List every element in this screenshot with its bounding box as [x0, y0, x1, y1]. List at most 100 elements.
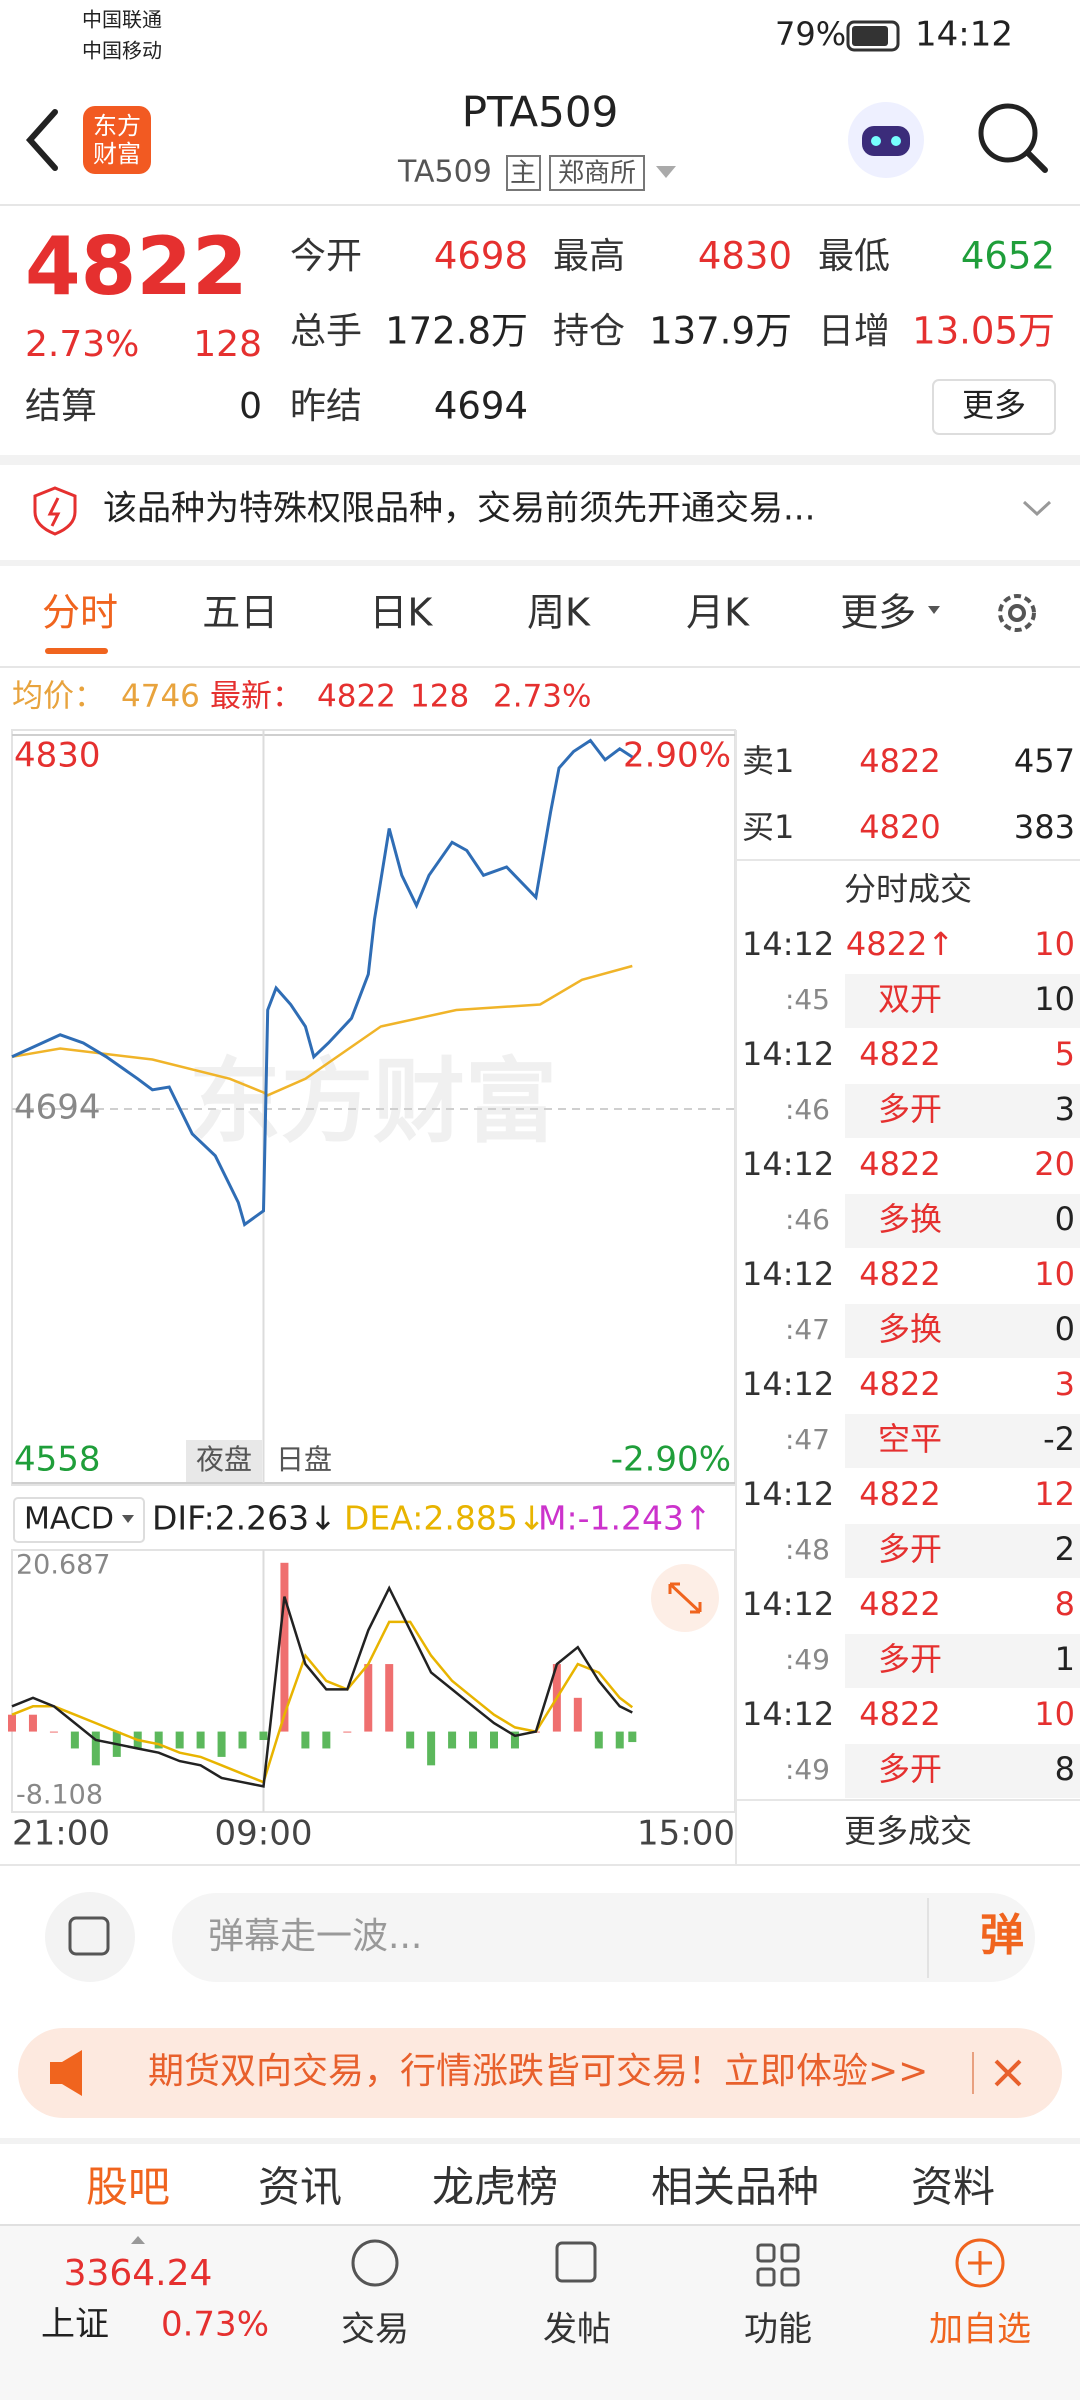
settings-button[interactable]	[998, 594, 1036, 632]
func-icon	[780, 2267, 800, 2287]
macd-bar	[238, 1731, 247, 1749]
func-icon	[780, 2243, 800, 2263]
trade-volume: 5	[1055, 1035, 1075, 1073]
more-button[interactable]	[932, 379, 1056, 435]
banner-text[interactable]: 期货双向交易，行情涨跌皆可交易！立即体验>>	[148, 2051, 928, 2092]
trade-volume: 10	[1034, 1255, 1075, 1293]
dropdown-icon[interactable]	[656, 166, 676, 178]
field-label: 持仓	[553, 311, 625, 352]
macd-frame	[11, 1549, 736, 1813]
field-value: 172.8万	[385, 310, 528, 353]
indicator-select[interactable]	[13, 1497, 145, 1543]
field-value: 4698	[434, 235, 528, 278]
y-tick-label: 4558	[14, 1440, 101, 1480]
trade-second: :46	[785, 1203, 830, 1236]
trade-time: 14:12	[742, 1475, 834, 1513]
bottom-tab[interactable]: 股吧	[86, 2163, 170, 2212]
field-value: 4652	[961, 235, 1055, 278]
fullscreen-icon	[668, 1582, 702, 1614]
bottom-tab[interactable]: 龙虎榜	[432, 2163, 558, 2212]
trade-kind: 双开	[878, 980, 942, 1018]
danmu-button[interactable]: 弹	[980, 1910, 1024, 1961]
macd-bar	[49, 1731, 58, 1733]
close-banner[interactable]	[994, 2059, 1022, 2087]
tab-indicator	[45, 648, 108, 654]
code: TA509	[397, 155, 492, 190]
tab[interactable]: 月K	[686, 591, 750, 635]
book-side: 买1	[742, 808, 794, 846]
macd-bar	[259, 1731, 268, 1741]
macd-bar	[91, 1731, 100, 1766]
logo-text: 东方	[93, 112, 141, 140]
field-value: 4830	[698, 235, 792, 278]
add-plus	[968, 2251, 992, 2275]
row-shade	[845, 1414, 1080, 1468]
tab[interactable]: 分时	[42, 591, 118, 635]
settings-core	[1008, 604, 1026, 622]
avg-label: 均价：	[12, 679, 105, 715]
trade-price: 4822	[859, 1255, 940, 1293]
expand-icon[interactable]	[131, 2236, 145, 2244]
trade-second: :47	[785, 1313, 830, 1346]
index-value[interactable]: 3364.24	[64, 2253, 213, 2294]
book-price: 4822	[859, 742, 940, 780]
bottom-tabs: 股吧 资讯 龙虎榜 相关品种 资料	[86, 2163, 995, 2212]
y-tick-label: 4830	[14, 736, 101, 776]
separator	[0, 560, 1080, 566]
change-pct: 2.73%	[25, 324, 139, 365]
trade-volume: 10	[1034, 925, 1075, 963]
bottom-tab[interactable]: 相关品种	[651, 2163, 819, 2212]
tab[interactable]: 周K	[527, 591, 591, 635]
back-button[interactable]	[25, 109, 58, 171]
trade-kind: 多换	[878, 1310, 942, 1348]
dropdown-icon[interactable]	[122, 1515, 134, 1523]
clock: 14:12	[915, 15, 1013, 55]
carrier: 中国移动	[82, 39, 162, 63]
comment-glyph	[68, 1916, 110, 1956]
nav-item[interactable]: 发帖	[543, 2310, 611, 2350]
nav-item[interactable]: 功能	[744, 2310, 812, 2350]
last-price: 4822	[25, 220, 248, 313]
trade-volume: 12	[1034, 1475, 1075, 1513]
y2-tick-label: 2.90%	[623, 736, 731, 776]
index-change[interactable]: 0.73%	[161, 2305, 269, 2345]
notice[interactable]: 该品种为特殊权限品种，交易前须先开通交易...	[103, 489, 815, 529]
trade-oi: -2	[1043, 1420, 1075, 1458]
banner[interactable]	[18, 2028, 1062, 2118]
indicator[interactable]: MACD	[24, 1502, 114, 1537]
separator	[0, 2138, 1080, 2144]
comment-placeholder[interactable]: 弹幕走一波...	[208, 1916, 422, 1957]
tag: 主	[510, 159, 536, 189]
tab[interactable]: 更多	[840, 591, 916, 635]
nav-item[interactable]: 交易	[341, 2310, 409, 2350]
legend-dea: DEA:2.885↓	[344, 1499, 546, 1538]
exchange[interactable]: 郑商所	[558, 159, 636, 189]
search-button[interactable]	[978, 103, 1038, 163]
nav-item[interactable]: 加自选	[929, 2310, 1031, 2350]
comment-input[interactable]	[172, 1893, 1035, 1982]
trade-time: 14:12	[742, 1035, 834, 1073]
macd-bar	[301, 1731, 310, 1749]
bottom-tab[interactable]: 资料	[911, 2163, 995, 2212]
x-tick-label: 09:00	[214, 1814, 312, 1854]
more-label[interactable]: 更多	[962, 386, 1026, 424]
macd-bar	[196, 1731, 205, 1749]
battery-level	[852, 26, 888, 46]
tab[interactable]: 五日	[202, 591, 278, 635]
tab[interactable]: 日K	[369, 591, 433, 635]
index-name[interactable]: 上证	[41, 2305, 109, 2345]
more-trades[interactable]: 更多成交	[844, 1812, 972, 1850]
trade-second: :48	[785, 1533, 830, 1566]
expand-chevron[interactable]	[1022, 500, 1052, 517]
bottom-tab[interactable]: 资讯	[258, 2163, 342, 2212]
session-tag	[186, 1440, 262, 1482]
macd-bar	[322, 1731, 331, 1749]
dropdown-icon[interactable]	[928, 606, 940, 614]
trade-volume: 8	[1055, 1585, 1075, 1623]
avatar-eye	[871, 136, 881, 146]
comment-icon[interactable]	[45, 1892, 135, 1982]
row-shade	[845, 1744, 1080, 1798]
trade-price: 4822	[859, 1475, 940, 1513]
